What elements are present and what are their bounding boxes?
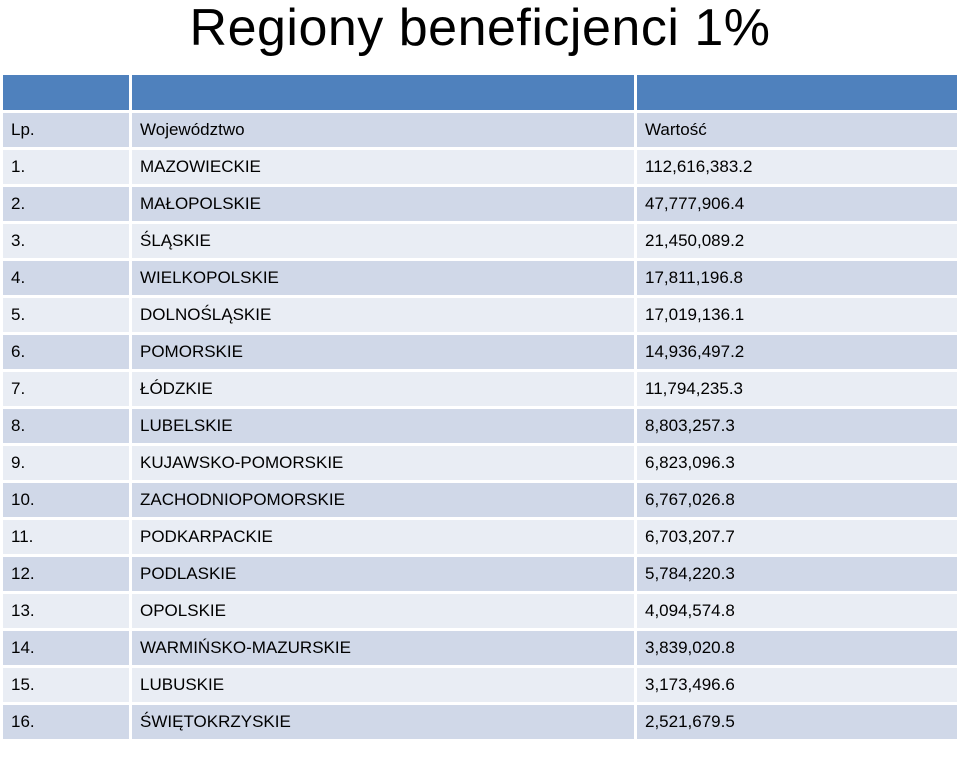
cell-region: LUBUSKIE (132, 668, 634, 702)
table-row: 5. DOLNOŚLĄSKIE 17,019,136.1 (3, 298, 957, 332)
cell-value: 6,703,207.7 (637, 520, 957, 554)
table-header-band (3, 75, 957, 110)
table-row: 6. POMORSKIE 14,936,497.2 (3, 335, 957, 369)
cell-value: 8,803,257.3 (637, 409, 957, 443)
cell-value: 6,823,096.3 (637, 446, 957, 480)
cell-region: KUJAWSKO-POMORSKIE (132, 446, 634, 480)
header-band-cell (132, 75, 634, 110)
cell-lp: 1. (3, 150, 129, 184)
cell-value: 112,616,383.2 (637, 150, 957, 184)
cell-value: 11,794,235.3 (637, 372, 957, 406)
cell-value: 14,936,497.2 (637, 335, 957, 369)
cell-value: 5,784,220.3 (637, 557, 957, 591)
cell-region: PODLASKIE (132, 557, 634, 591)
cell-region: ŁÓDZKIE (132, 372, 634, 406)
cell-lp: 2. (3, 187, 129, 221)
cell-lp: 10. (3, 483, 129, 517)
table-row: 13. OPOLSKIE 4,094,574.8 (3, 594, 957, 628)
cell-lp: 8. (3, 409, 129, 443)
cell-lp: 4. (3, 261, 129, 295)
cell-region: MAZOWIECKIE (132, 150, 634, 184)
table-row: 12. PODLASKIE 5,784,220.3 (3, 557, 957, 591)
cell-lp: 7. (3, 372, 129, 406)
cell-region: ŚWIĘTOKRZYSKIE (132, 705, 634, 739)
table-row: 1. MAZOWIECKIE 112,616,383.2 (3, 150, 957, 184)
cell-value: 17,811,196.8 (637, 261, 957, 295)
table-row: 2. MAŁOPOLSKIE 47,777,906.4 (3, 187, 957, 221)
column-header-region: Województwo (132, 113, 634, 147)
cell-lp: 9. (3, 446, 129, 480)
cell-value: 17,019,136.1 (637, 298, 957, 332)
cell-region: ZACHODNIOPOMORSKIE (132, 483, 634, 517)
cell-region: MAŁOPOLSKIE (132, 187, 634, 221)
cell-lp: 11. (3, 520, 129, 554)
cell-lp: 14. (3, 631, 129, 665)
regions-table: Lp. Województwo Wartość 1. MAZOWIECKIE 112… (0, 72, 960, 742)
cell-lp: 15. (3, 668, 129, 702)
column-header-lp: Lp. (3, 113, 129, 147)
cell-value: 2,521,679.5 (637, 705, 957, 739)
column-header-row: Lp. Województwo Wartość (3, 113, 957, 147)
cell-value: 47,777,906.4 (637, 187, 957, 221)
table-row: 8. LUBELSKIE 8,803,257.3 (3, 409, 957, 443)
cell-region: PODKARPACKIE (132, 520, 634, 554)
table-row: 10. ZACHODNIOPOMORSKIE 6,767,026.8 (3, 483, 957, 517)
table-row: 11. PODKARPACKIE 6,703,207.7 (3, 520, 957, 554)
cell-region: POMORSKIE (132, 335, 634, 369)
table-row: 4. WIELKOPOLSKIE 17,811,196.8 (3, 261, 957, 295)
cell-value: 21,450,089.2 (637, 224, 957, 258)
page-title: Regiony beneficjenci 1% (189, 0, 771, 57)
cell-region: ŚLĄSKIE (132, 224, 634, 258)
column-header-value: Wartość (637, 113, 957, 147)
table-row: 14. WARMIŃSKO-MAZURSKIE 3,839,020.8 (3, 631, 957, 665)
cell-lp: 13. (3, 594, 129, 628)
table-row: 3. ŚLĄSKIE 21,450,089.2 (3, 224, 957, 258)
cell-region: DOLNOŚLĄSKIE (132, 298, 634, 332)
table-row: 7. ŁÓDZKIE 11,794,235.3 (3, 372, 957, 406)
table-row: 16. ŚWIĘTOKRZYSKIE 2,521,679.5 (3, 705, 957, 739)
cell-lp: 6. (3, 335, 129, 369)
cell-lp: 16. (3, 705, 129, 739)
cell-region: WARMIŃSKO-MAZURSKIE (132, 631, 634, 665)
cell-lp: 5. (3, 298, 129, 332)
cell-region: LUBELSKIE (132, 409, 634, 443)
table-row: 9. KUJAWSKO-POMORSKIE 6,823,096.3 (3, 446, 957, 480)
cell-lp: 12. (3, 557, 129, 591)
cell-lp: 3. (3, 224, 129, 258)
cell-value: 3,173,496.6 (637, 668, 957, 702)
cell-value: 3,839,020.8 (637, 631, 957, 665)
cell-value: 6,767,026.8 (637, 483, 957, 517)
cell-region: OPOLSKIE (132, 594, 634, 628)
table-row: 15. LUBUSKIE 3,173,496.6 (3, 668, 957, 702)
cell-value: 4,094,574.8 (637, 594, 957, 628)
header-band-cell (637, 75, 957, 110)
header-band-cell (3, 75, 129, 110)
cell-region: WIELKOPOLSKIE (132, 261, 634, 295)
